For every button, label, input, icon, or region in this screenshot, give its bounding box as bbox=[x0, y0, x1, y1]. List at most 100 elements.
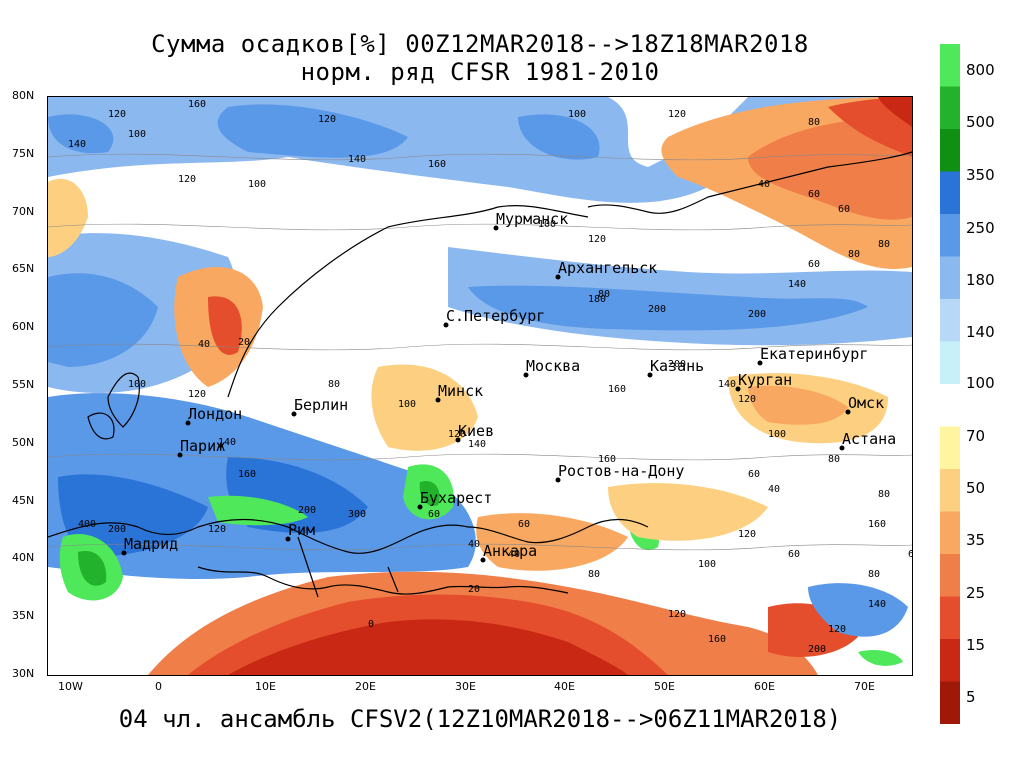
city-dot bbox=[480, 557, 486, 563]
contour-value-label: 40 bbox=[768, 484, 780, 495]
city-label: Париж bbox=[180, 437, 225, 455]
ensemble-caption: 04 чл. ансамбль CFSV2(12Z10MAR2018-->06Z… bbox=[118, 705, 842, 733]
contour-value-label: 120 bbox=[668, 109, 686, 120]
map-title: Сумма осадков[%] 00Z12MAR2018-->18Z18MAR… bbox=[151, 30, 809, 58]
city-layer: Мурманск Архангельск С.Петербург Екатеринбу… bbox=[121, 210, 896, 563]
city-dot bbox=[291, 411, 297, 417]
city-dot bbox=[177, 452, 183, 458]
city-dot bbox=[735, 386, 741, 392]
contour-value-label: 100 bbox=[698, 559, 716, 570]
city-dot bbox=[555, 477, 561, 483]
city-dot bbox=[121, 550, 127, 556]
contour-value-label: 60 bbox=[518, 519, 530, 530]
precip-field-siberia-dry bbox=[878, 97, 912, 127]
contour-value-label: 80 bbox=[878, 239, 890, 250]
city-marker: Ростов-на-Дону bbox=[555, 462, 684, 483]
precip-field-arctic-deep bbox=[217, 104, 408, 158]
contour-value-label: 100 bbox=[248, 179, 266, 190]
latitude-tick-label: 40N bbox=[12, 551, 35, 565]
colorbar-segment bbox=[940, 596, 960, 640]
city-marker: Курган bbox=[735, 371, 792, 392]
colorbar-tick-label: 180 bbox=[966, 271, 995, 289]
contour-value-label: 60 bbox=[428, 509, 440, 520]
city-marker: Париж bbox=[177, 437, 225, 458]
city-label: Архангельск bbox=[558, 259, 657, 277]
colorbar-tick-label: 25 bbox=[966, 584, 986, 602]
colorbar-tick-label: 35 bbox=[966, 531, 986, 549]
city-dot bbox=[493, 225, 499, 231]
city-marker: Архангельск bbox=[555, 259, 657, 280]
contour-value-label: 120 bbox=[208, 524, 226, 535]
precip-field-balkan-heavy bbox=[419, 481, 440, 506]
colorbar-segment bbox=[940, 639, 960, 682]
contour-value-label: 100 bbox=[398, 399, 416, 410]
contour-value-label: 200 bbox=[668, 359, 686, 370]
city-dot bbox=[285, 536, 291, 542]
longitude-tick-label: 20E bbox=[355, 680, 376, 693]
longitude-tick-label: 10W bbox=[58, 680, 83, 693]
latitude-tick-label: 50N bbox=[12, 435, 35, 449]
contour-value-label: 140 bbox=[468, 439, 486, 450]
contour-value-label: 120 bbox=[588, 234, 606, 245]
city-label: Бухарест bbox=[420, 489, 492, 507]
contour-value-label: 80 bbox=[868, 569, 880, 580]
contour-value-label: 140 bbox=[218, 437, 236, 448]
contour-value-label: 80 bbox=[598, 289, 610, 300]
contour-value-label: 140 bbox=[788, 279, 806, 290]
contour-value-label: 200 bbox=[298, 505, 316, 516]
colorbar-tick-label: 800 bbox=[966, 61, 995, 79]
longitude-tick-label: 60E bbox=[754, 680, 775, 693]
contour-value-label: 140 bbox=[68, 139, 86, 150]
city-marker: Екатеринбург bbox=[757, 345, 868, 366]
colorbar-segment bbox=[940, 426, 960, 470]
contour-value-label: 120 bbox=[448, 429, 466, 440]
contour-value-label: 40 bbox=[198, 339, 210, 350]
colorbar-tick-label: 140 bbox=[966, 323, 995, 341]
city-marker: С.Петербург bbox=[443, 307, 545, 328]
contour-value-label: 120 bbox=[178, 174, 196, 185]
colorbar-tick-label: 15 bbox=[966, 636, 986, 654]
contour-value-label: 100 bbox=[128, 379, 146, 390]
precip-field-iberia-heavy bbox=[78, 551, 107, 586]
contour-value-label: 200 bbox=[808, 644, 826, 655]
precip-field-gulf-wet bbox=[808, 583, 908, 637]
colorbar-segment bbox=[940, 681, 960, 725]
contour-value-label: 100 bbox=[568, 109, 586, 120]
contour-value-label: 60 bbox=[748, 469, 760, 480]
precip-field-siberia-dry bbox=[828, 97, 912, 157]
latitude-tick-label: 45N bbox=[12, 493, 35, 507]
contour-value-label: 120 bbox=[738, 394, 756, 405]
city-dot bbox=[523, 372, 529, 378]
city-label: Казань bbox=[650, 357, 704, 375]
city-marker: Лондон bbox=[185, 405, 242, 426]
longitude-tick-label: 50E bbox=[654, 680, 675, 693]
latitude-tick-label: 60N bbox=[12, 320, 35, 334]
precip-field-gulf-heavy bbox=[858, 650, 903, 666]
precip-field-arctic-deep bbox=[518, 114, 600, 160]
colorbar-segment bbox=[940, 86, 960, 130]
precip-field-europe-wet bbox=[58, 474, 208, 557]
longitude-tick-label: 70E bbox=[854, 680, 875, 693]
city-label: Астана bbox=[842, 430, 896, 448]
city-dot bbox=[845, 409, 851, 415]
city-dot bbox=[435, 397, 441, 403]
contour-value-label: 120 bbox=[828, 624, 846, 635]
city-dot bbox=[555, 274, 561, 280]
precip-field-russia-wet bbox=[468, 285, 868, 331]
contour-value-label: 0 bbox=[368, 619, 374, 630]
city-dot bbox=[443, 322, 449, 328]
contour-value-label: 100 bbox=[768, 429, 786, 440]
contour-value-label: 80 bbox=[828, 454, 840, 465]
city-marker: Мурманск bbox=[493, 210, 568, 231]
precip-field-eastern-europe-dry bbox=[371, 364, 478, 451]
longitude-tick-label: 10E bbox=[255, 680, 276, 693]
contour-value-label: 80 bbox=[848, 249, 860, 260]
contour-value-label: 160 bbox=[188, 99, 206, 110]
city-marker: Казань bbox=[647, 357, 704, 378]
precip-field-italy-heavy bbox=[208, 495, 308, 526]
city-marker: Рим bbox=[285, 521, 315, 542]
contour-value-label: 60 bbox=[908, 549, 912, 560]
latitude-tick-label: 30N bbox=[12, 667, 35, 680]
precip-field-siberia-dry bbox=[748, 117, 912, 220]
contour-value-label: 400 bbox=[78, 519, 96, 530]
